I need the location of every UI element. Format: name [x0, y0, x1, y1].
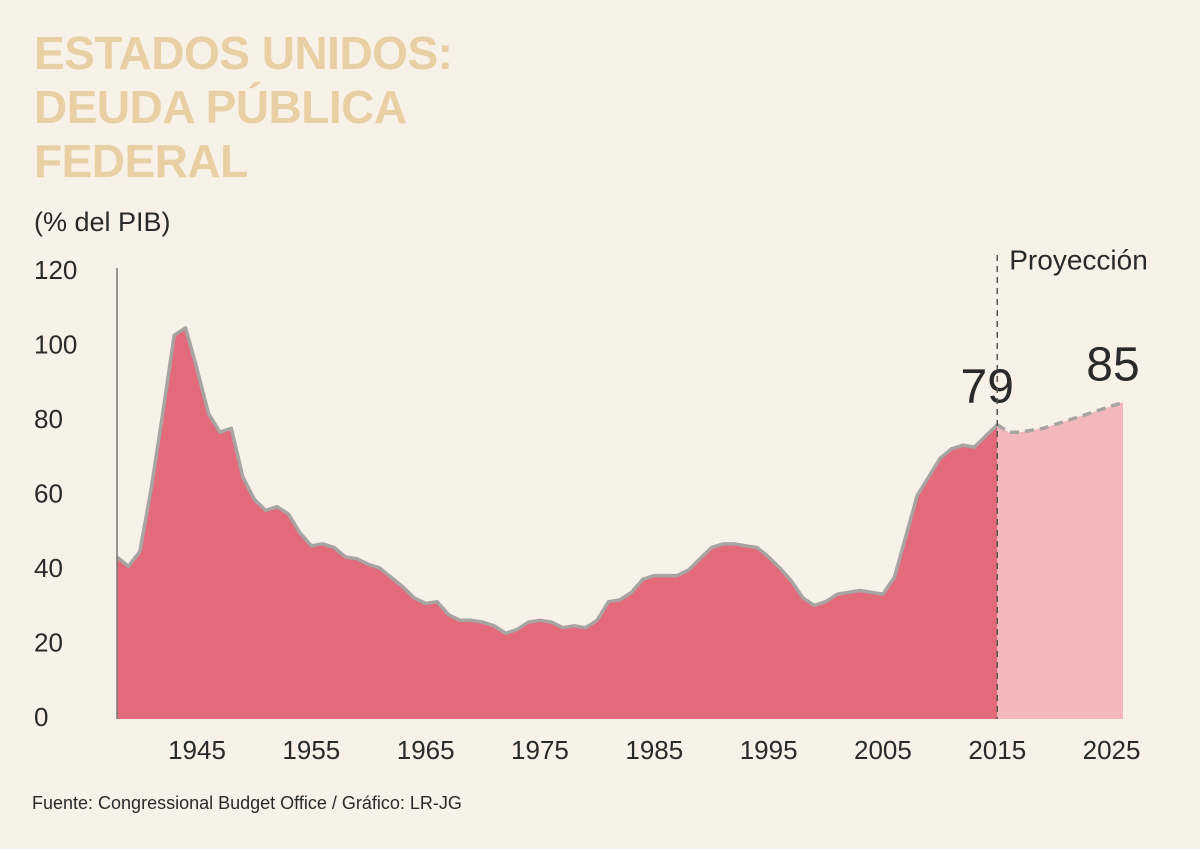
x-tick-label: 1975 [511, 735, 569, 765]
source: Fuente: Congressional Budget Office / Gr… [32, 793, 462, 813]
x-tick-label: 1965 [397, 735, 455, 765]
y-tick-label: 100 [34, 329, 77, 359]
y-tick-label: 120 [34, 255, 77, 285]
area [117, 327, 998, 719]
value-label: 85 [1086, 338, 1139, 391]
x-tick-label: 1995 [740, 735, 798, 765]
x-tick-label: 2005 [854, 735, 912, 765]
y-tick-label: 20 [34, 627, 63, 657]
x-tick-label: 1945 [168, 735, 226, 765]
x-tick-label: 2025 [1083, 735, 1141, 765]
y-tick-label: 80 [34, 404, 63, 434]
y-tick-label: 60 [34, 478, 63, 508]
line [996, 400, 1124, 434]
line [115, 326, 999, 636]
annotation: Proyección [1009, 244, 1148, 275]
x-tick-label: 1985 [625, 735, 683, 765]
value-label: 79 [961, 361, 1014, 414]
x-tick-label: 1955 [282, 735, 340, 765]
chart-subtitle: (% del PIB) [34, 207, 171, 237]
y-tick-label: 0 [34, 702, 48, 732]
area [997, 402, 1123, 719]
y-tick-label: 40 [34, 553, 63, 583]
x-tick-label: 2015 [968, 735, 1026, 765]
chart-title: ESTADOS UNIDOS: DEUDA PÚBLICA FEDERAL [34, 27, 453, 187]
